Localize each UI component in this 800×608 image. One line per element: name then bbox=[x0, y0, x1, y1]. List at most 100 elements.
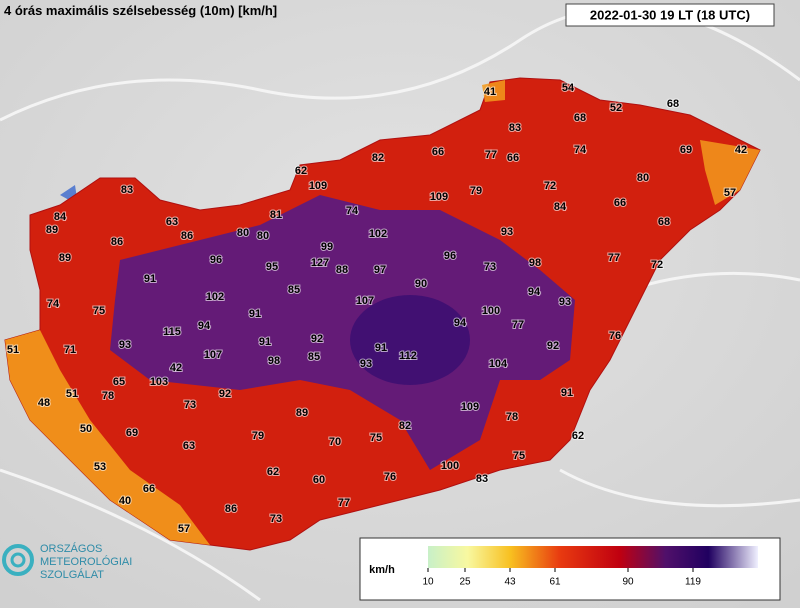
station-value: 69 bbox=[680, 144, 692, 156]
station-value: 80 bbox=[257, 230, 269, 242]
station-value: 51 bbox=[7, 344, 19, 356]
calm-zone bbox=[110, 195, 575, 470]
station-value: 107 bbox=[356, 295, 374, 307]
station-value: 107 bbox=[204, 349, 222, 361]
timestamp: 2022-01-30 19 LT (18 UTC) bbox=[590, 7, 750, 22]
station-value: 94 bbox=[454, 317, 467, 329]
legend-tick-label: 61 bbox=[549, 577, 561, 588]
station-value: 72 bbox=[544, 180, 556, 192]
station-value: 83 bbox=[121, 184, 133, 196]
station-value: 84 bbox=[554, 201, 567, 213]
color-bar bbox=[428, 546, 758, 568]
station-value: 66 bbox=[614, 197, 626, 209]
station-value: 99 bbox=[321, 241, 333, 253]
station-value: 98 bbox=[529, 257, 541, 269]
station-value: 104 bbox=[489, 358, 508, 370]
station-value: 66 bbox=[507, 152, 519, 164]
station-value: 80 bbox=[637, 172, 649, 184]
station-value: 73 bbox=[184, 399, 196, 411]
legend-tick-label: 90 bbox=[622, 577, 634, 588]
station-value: 53 bbox=[94, 461, 106, 473]
legend-unit: km/h bbox=[369, 564, 395, 576]
station-value: 92 bbox=[547, 340, 559, 352]
station-value: 81 bbox=[270, 209, 282, 221]
relief bbox=[0, 6, 800, 602]
station-value: 91 bbox=[259, 336, 271, 348]
station-value: 98 bbox=[268, 355, 280, 367]
station-value: 86 bbox=[181, 230, 193, 242]
station-value: 66 bbox=[143, 483, 155, 495]
station-value: 94 bbox=[198, 320, 211, 332]
station-value: 88 bbox=[336, 264, 348, 276]
legend-tick-label: 25 bbox=[459, 577, 471, 588]
station-value: 83 bbox=[509, 122, 521, 134]
station-value: 74 bbox=[574, 144, 587, 156]
station-value: 79 bbox=[470, 185, 482, 197]
station-value: 84 bbox=[54, 211, 67, 223]
calm-core bbox=[350, 295, 470, 385]
station-value: 93 bbox=[119, 339, 131, 351]
station-value: 94 bbox=[528, 286, 541, 298]
station-value: 89 bbox=[46, 224, 58, 236]
station-value: 102 bbox=[369, 228, 387, 240]
station-value: 77 bbox=[485, 149, 497, 161]
station-value: 69 bbox=[126, 427, 138, 439]
station-value: 109 bbox=[430, 191, 448, 203]
station-value: 68 bbox=[658, 216, 670, 228]
legend-tick-label: 10 bbox=[422, 577, 434, 588]
station-value: 57 bbox=[724, 187, 736, 199]
station-value: 82 bbox=[399, 420, 411, 432]
station-value: 65 bbox=[113, 376, 125, 388]
orange-zone bbox=[482, 80, 505, 102]
logo-line: METEOROLÓGIAI bbox=[40, 555, 132, 568]
station-value: 51 bbox=[66, 388, 78, 400]
station-value: 93 bbox=[501, 226, 513, 238]
station-value: 102 bbox=[206, 291, 224, 303]
station-value: 70 bbox=[329, 436, 341, 448]
station-value: 100 bbox=[441, 460, 459, 472]
station-value: 52 bbox=[610, 102, 622, 114]
station-value: 90 bbox=[415, 278, 427, 290]
station-value: 93 bbox=[559, 296, 571, 308]
station-value: 41 bbox=[484, 86, 496, 98]
station-value: 62 bbox=[572, 430, 584, 442]
station-value: 78 bbox=[102, 390, 114, 402]
station-value: 75 bbox=[93, 305, 105, 317]
station-value: 89 bbox=[59, 252, 71, 264]
station-value: 103 bbox=[150, 376, 168, 388]
station-value: 62 bbox=[295, 165, 307, 177]
logo-line: ORSZÁGOS bbox=[40, 542, 102, 555]
station-value: 97 bbox=[374, 264, 386, 276]
station-value: 48 bbox=[38, 397, 50, 409]
station-value: 109 bbox=[309, 180, 327, 192]
station-value: 68 bbox=[667, 98, 679, 110]
station-value: 73 bbox=[270, 513, 282, 525]
station-value: 83 bbox=[476, 473, 488, 485]
station-value: 92 bbox=[219, 388, 231, 400]
station-value: 74 bbox=[346, 205, 359, 217]
station-value: 115 bbox=[163, 326, 181, 338]
station-value: 85 bbox=[308, 351, 320, 363]
station-value: 86 bbox=[225, 503, 237, 515]
station-value: 50 bbox=[80, 423, 92, 435]
timestamp-box bbox=[565, 3, 775, 27]
station-value: 60 bbox=[313, 474, 325, 486]
station-value: 63 bbox=[166, 216, 178, 228]
station-value: 76 bbox=[384, 471, 396, 483]
station-value: 82 bbox=[372, 152, 384, 164]
station-value: 75 bbox=[370, 432, 382, 444]
station-value: 93 bbox=[360, 358, 372, 370]
station-value: 78 bbox=[506, 411, 518, 423]
station-value: 92 bbox=[311, 333, 323, 345]
station-value: 91 bbox=[249, 308, 261, 320]
station-value: 63 bbox=[183, 440, 195, 452]
station-value: 96 bbox=[444, 250, 456, 262]
station-value: 76 bbox=[609, 330, 621, 342]
station-value: 100 bbox=[482, 305, 500, 317]
station-value: 112 bbox=[399, 350, 417, 362]
station-value: 109 bbox=[461, 401, 479, 413]
station-value: 80 bbox=[237, 227, 249, 239]
station-value: 85 bbox=[288, 284, 300, 296]
